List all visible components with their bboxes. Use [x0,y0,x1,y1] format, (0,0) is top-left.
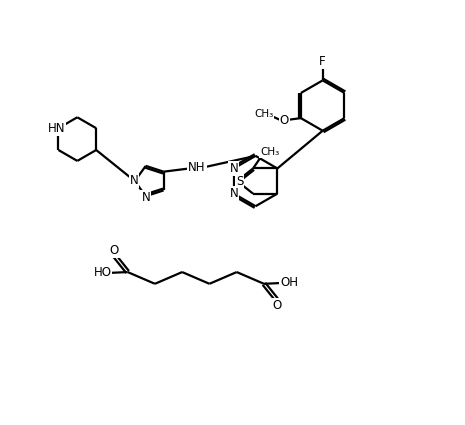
Text: O: O [273,299,282,312]
Text: N: N [229,162,238,175]
Text: S: S [236,175,243,187]
Text: F: F [319,54,326,68]
Text: N: N [141,190,150,204]
Text: NH: NH [188,161,206,174]
Text: O: O [110,244,119,257]
Text: CH₃: CH₃ [254,109,273,119]
Text: HO: HO [93,266,112,279]
Text: HN: HN [47,122,65,135]
Text: N: N [130,174,138,187]
Text: CH₃: CH₃ [260,147,279,157]
Text: N: N [229,187,238,200]
Text: O: O [279,114,289,127]
Text: OH: OH [280,277,298,289]
